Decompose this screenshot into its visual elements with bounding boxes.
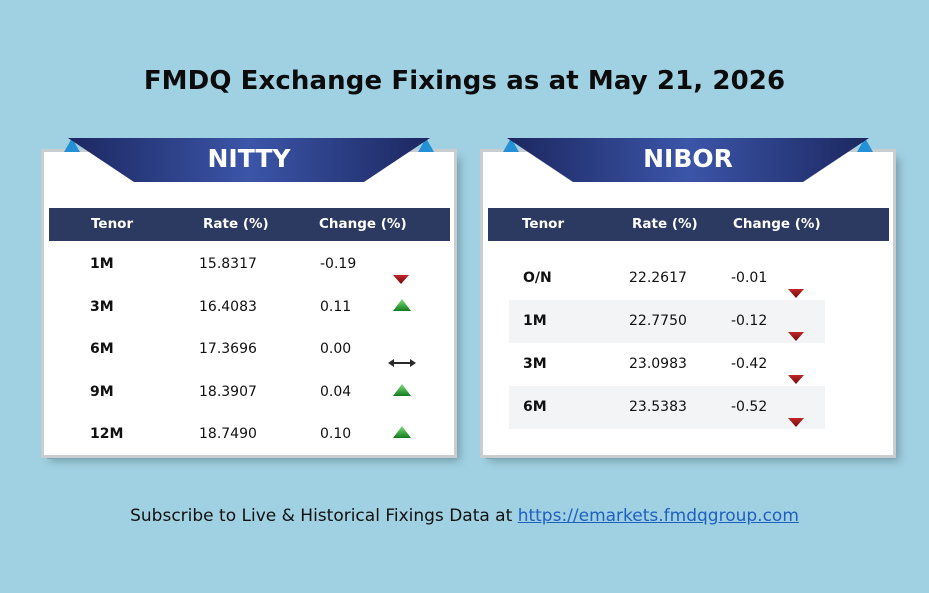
banner-shape	[503, 138, 873, 182]
rate-cell: 16.4083	[199, 298, 257, 315]
tenor-cell: 9M	[90, 383, 114, 400]
rate-cell: 18.7490	[199, 426, 257, 442]
tenor-cell: O/N	[523, 270, 552, 286]
table-row: 6M 17.3696 0.00	[49, 329, 450, 369]
nitty-banner: NITTY	[44, 138, 454, 188]
nibor-title: NIBOR	[643, 144, 733, 173]
rate-cell: 15.8317	[199, 256, 257, 272]
change-cell: 0.04	[320, 383, 352, 400]
rate-cell: 22.2617	[629, 270, 687, 286]
arrow-down-icon	[788, 403, 804, 443]
nibor-table-header: Tenor Rate (%) Change (%)	[488, 208, 889, 241]
rate-cell: 23.5383	[629, 399, 687, 415]
tenor-cell: 12M	[90, 426, 124, 442]
change-cell: -0.12	[731, 313, 768, 329]
nitty-table-header: Tenor Rate (%) Change (%)	[49, 208, 450, 241]
col-rate: Rate (%)	[203, 216, 269, 232]
arrow-down-icon	[788, 360, 804, 400]
col-change: Change (%)	[319, 216, 407, 232]
rate-cell: 22.7750	[629, 313, 687, 329]
table-row: 1M 22.7750 -0.12	[509, 300, 825, 343]
double-arrow-icon	[388, 344, 416, 384]
change-cell: -0.19	[320, 256, 357, 272]
nibor-card: NIBOR Tenor Rate (%) Change (%) O/N 22.26…	[480, 138, 896, 458]
page-title: FMDQ Exchange Fixings as at May 21, 2026	[143, 66, 786, 96]
arrow-up-icon	[393, 372, 411, 412]
tenor-cell: 6M	[523, 399, 547, 415]
change-cell: 0.11	[320, 298, 352, 315]
table-row: 3M 23.0983 -0.42	[509, 343, 825, 386]
arrow-down-icon	[788, 274, 804, 314]
rate-cell: 17.3696	[199, 341, 257, 357]
arrow-down-icon	[788, 317, 804, 357]
tenor-cell: 3M	[523, 356, 547, 372]
arrow-up-icon	[393, 414, 411, 454]
table-row: O/N 22.2617 -0.01	[509, 257, 825, 300]
col-tenor: Tenor	[91, 216, 134, 232]
change-cell: -0.52	[731, 399, 768, 415]
col-tenor: Tenor	[522, 216, 565, 232]
change-cell: -0.01	[731, 270, 768, 286]
nitty-title: NITTY	[207, 144, 291, 173]
table-row: 9M 18.3907 0.04	[49, 372, 450, 412]
tenor-cell: 6M	[90, 341, 114, 357]
col-rate: Rate (%)	[632, 216, 698, 232]
change-cell: -0.42	[731, 356, 768, 372]
table-row: 6M 23.5383 -0.52	[509, 386, 825, 429]
footer-text: Subscribe to Live & Historical Fixings D…	[130, 506, 518, 526]
nibor-banner: NIBOR	[483, 138, 893, 188]
col-change: Change (%)	[733, 216, 821, 232]
arrow-up-icon	[393, 287, 411, 327]
tenor-cell: 1M	[523, 313, 547, 329]
emarkets-link[interactable]: https://emarkets.fmdqgroup.com	[517, 506, 799, 526]
rate-cell: 23.0983	[629, 356, 687, 372]
nitty-card: NITTY Tenor Rate (%) Change (%) 1M 15.831…	[41, 138, 457, 458]
tenor-cell: 3M	[90, 298, 114, 315]
arrow-down-icon	[393, 260, 409, 300]
change-cell: 0.10	[320, 426, 352, 442]
table-row: 3M 16.4083 0.11	[49, 287, 450, 327]
table-row: 12M 18.7490 0.10	[49, 414, 450, 454]
banner-shape	[64, 138, 434, 182]
rate-cell: 18.3907	[199, 383, 257, 400]
tenor-cell: 1M	[90, 256, 114, 272]
table-row: 1M 15.8317 -0.19	[49, 244, 450, 284]
change-cell: 0.00	[320, 341, 352, 357]
subscribe-footer: Subscribe to Live & Historical Fixings D…	[0, 506, 929, 526]
